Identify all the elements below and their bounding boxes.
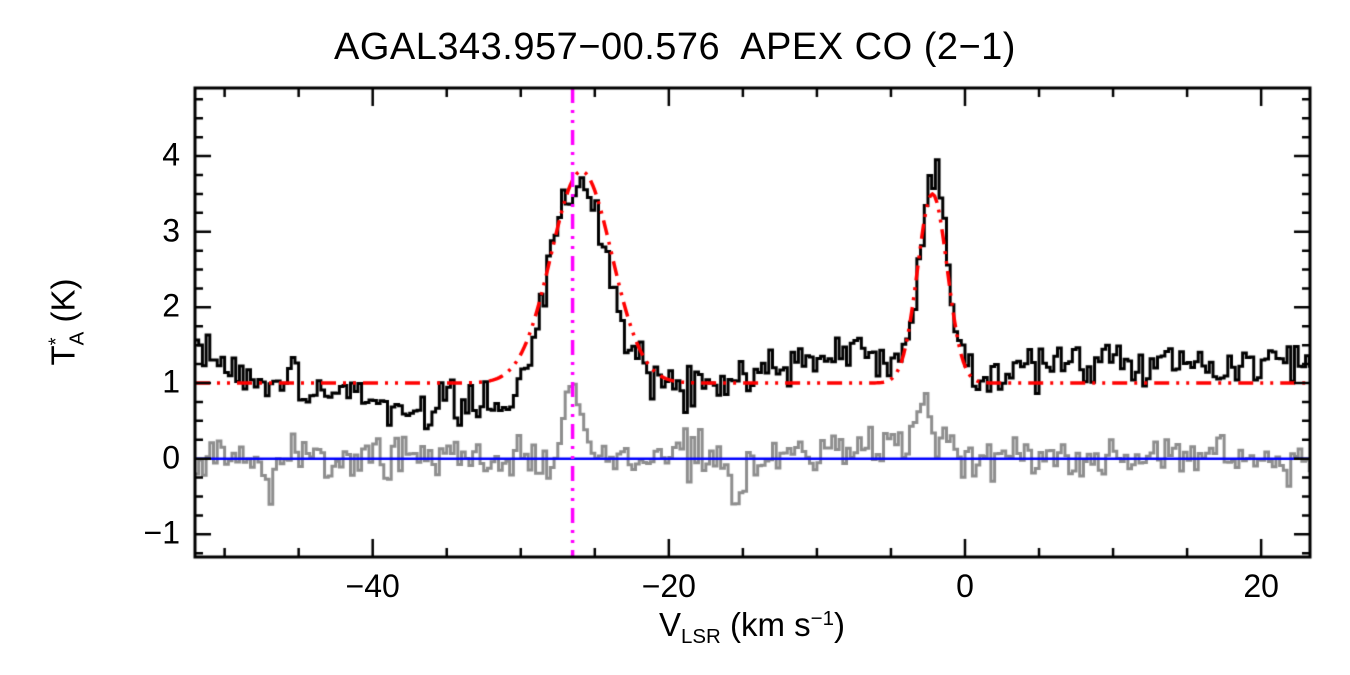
y-tick-label: 0 <box>162 439 180 476</box>
x-axis-label-unit: (km s <box>720 606 811 643</box>
x-axis-label-close: ) <box>833 606 845 643</box>
y-tick-label: 3 <box>162 212 180 249</box>
plot-title: AGAL343.957−00.576 APEX CO (2−1) <box>334 26 1016 68</box>
y-axis-label: T * A (K) <box>44 278 88 366</box>
y-tick-label: −1 <box>143 514 180 551</box>
y-tick-label: 4 <box>162 136 180 173</box>
y-axis-label-supsub: * A <box>44 331 88 346</box>
x-axis-label-symbol: V <box>659 606 682 643</box>
x-tick-label: 0 <box>956 568 974 604</box>
y-axis-label-unit: (K) <box>44 278 82 332</box>
x-axis-label-subscript: LSR <box>681 625 721 649</box>
x-tick-label: −40 <box>345 568 400 604</box>
y-tick-label: 2 <box>162 287 180 324</box>
x-tick-label: −20 <box>641 568 696 604</box>
x-tick-label: 20 <box>1243 568 1279 604</box>
x-axis-label: VLSR (km s−1) <box>659 606 845 649</box>
y-axis-label-symbol: T <box>44 345 82 366</box>
x-axis-label-exponent: −1 <box>810 606 834 630</box>
y-tick-label: 1 <box>162 363 180 400</box>
